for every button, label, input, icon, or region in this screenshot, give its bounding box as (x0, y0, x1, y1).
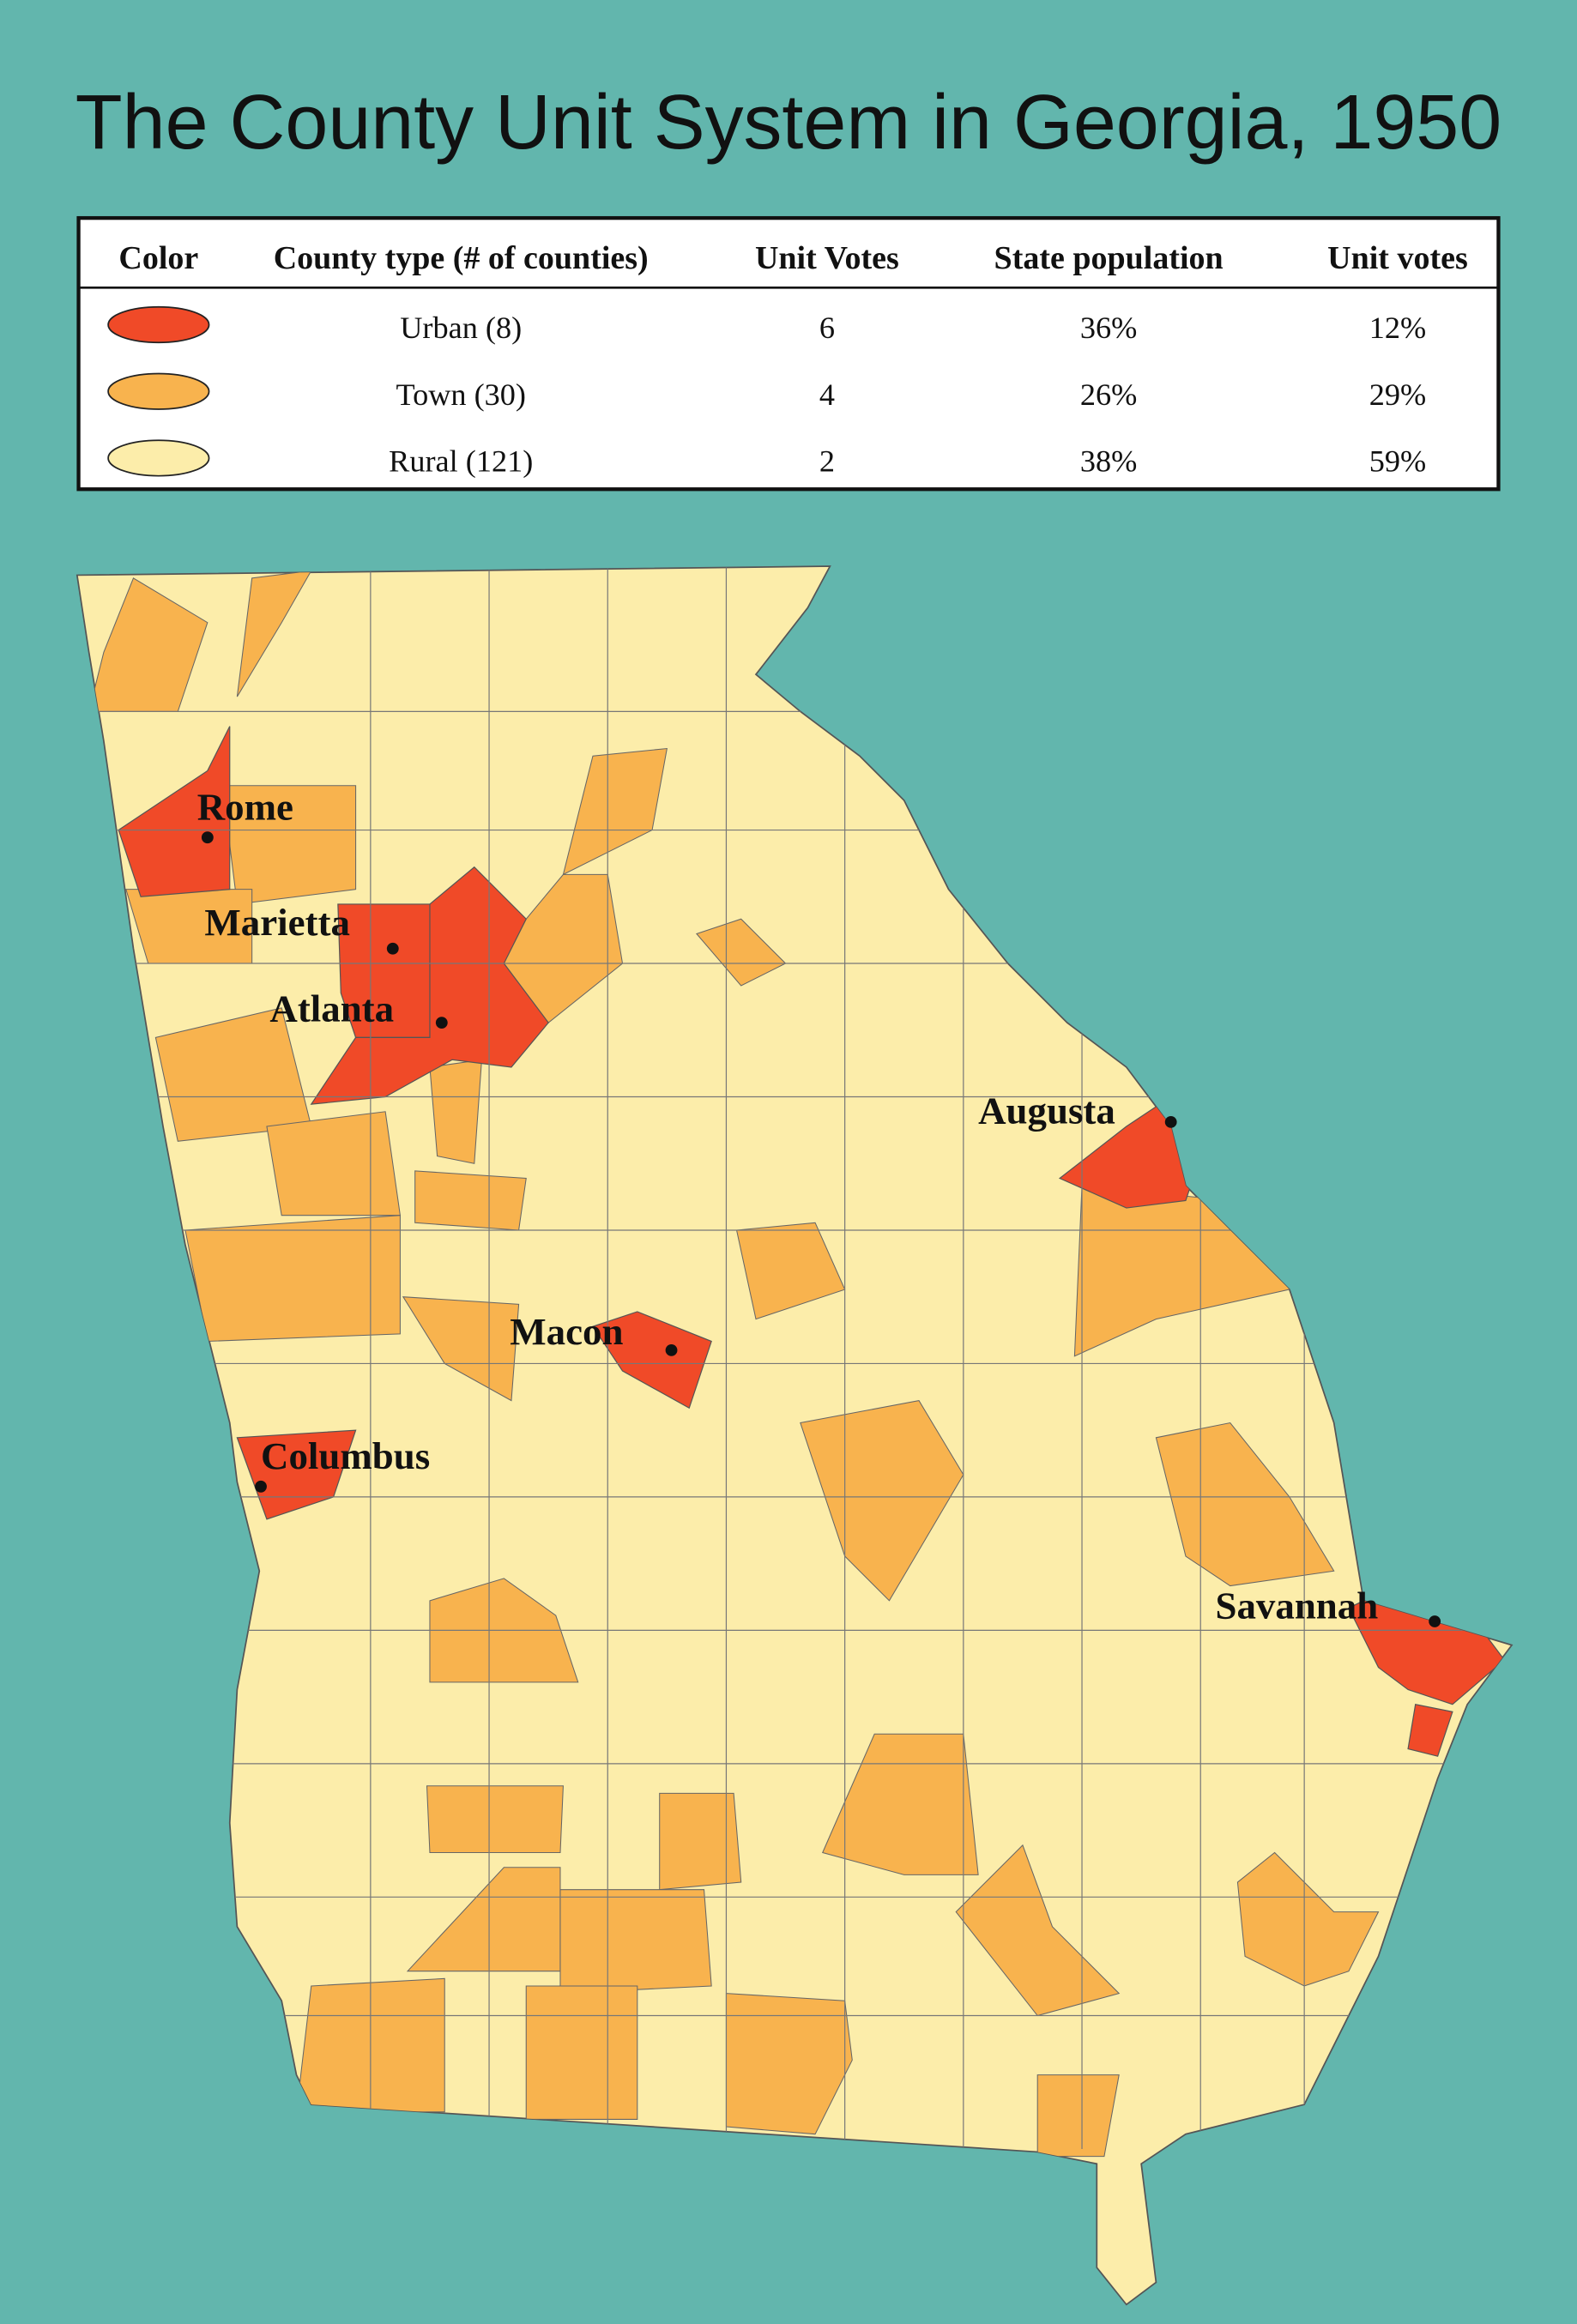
city-label: Rome (197, 785, 293, 828)
table-cell: Rural (121) (389, 444, 533, 479)
georgia-map: Rome Marietta Atlanta Augusta Macon Columbus S… (76, 565, 1514, 2306)
legend-swatch (107, 439, 210, 477)
town-counties (88, 570, 1380, 2158)
city-label: Atlanta (269, 987, 394, 1029)
table-cell: 6 (819, 311, 835, 345)
legend-swatch (107, 372, 210, 410)
city-dot (665, 1343, 678, 1356)
city-label: Marietta (204, 901, 350, 944)
city-dot (1429, 1615, 1441, 1627)
city-label: Columbus (261, 1434, 430, 1477)
table-cell: 2 (819, 444, 835, 479)
table-cell: Town (30) (396, 377, 526, 412)
city-label: Augusta (978, 1090, 1115, 1132)
column-header: State population (994, 240, 1224, 276)
table-cell: 29% (1369, 377, 1426, 412)
city-dot (435, 1017, 448, 1029)
table-cell: Urban (8) (400, 311, 522, 345)
column-header: Unit Votes (755, 240, 899, 276)
column-header: County type (# of counties) (274, 240, 649, 276)
table-cell: 26% (1080, 377, 1137, 412)
table-cell: 38% (1080, 444, 1137, 479)
city-dot (1164, 1115, 1177, 1128)
city-label: Savannah (1216, 1585, 1379, 1627)
legend-table (76, 215, 1501, 492)
city-dot (386, 942, 399, 955)
column-header: Color (118, 240, 198, 276)
city-dot (201, 831, 214, 844)
table-cell: 12% (1369, 311, 1426, 345)
city-label: Macon (510, 1310, 623, 1353)
counties (76, 566, 1512, 2158)
legend-swatch (107, 305, 210, 344)
county-lines (76, 566, 1512, 2149)
table-cell: 4 (819, 377, 835, 412)
column-header: Unit votes (1327, 240, 1468, 276)
city-dot (255, 1480, 267, 1493)
table-cell: 59% (1369, 444, 1426, 479)
title: The County Unit System in Georgia, 1950 (76, 80, 1501, 166)
table-cell: 36% (1080, 311, 1137, 345)
